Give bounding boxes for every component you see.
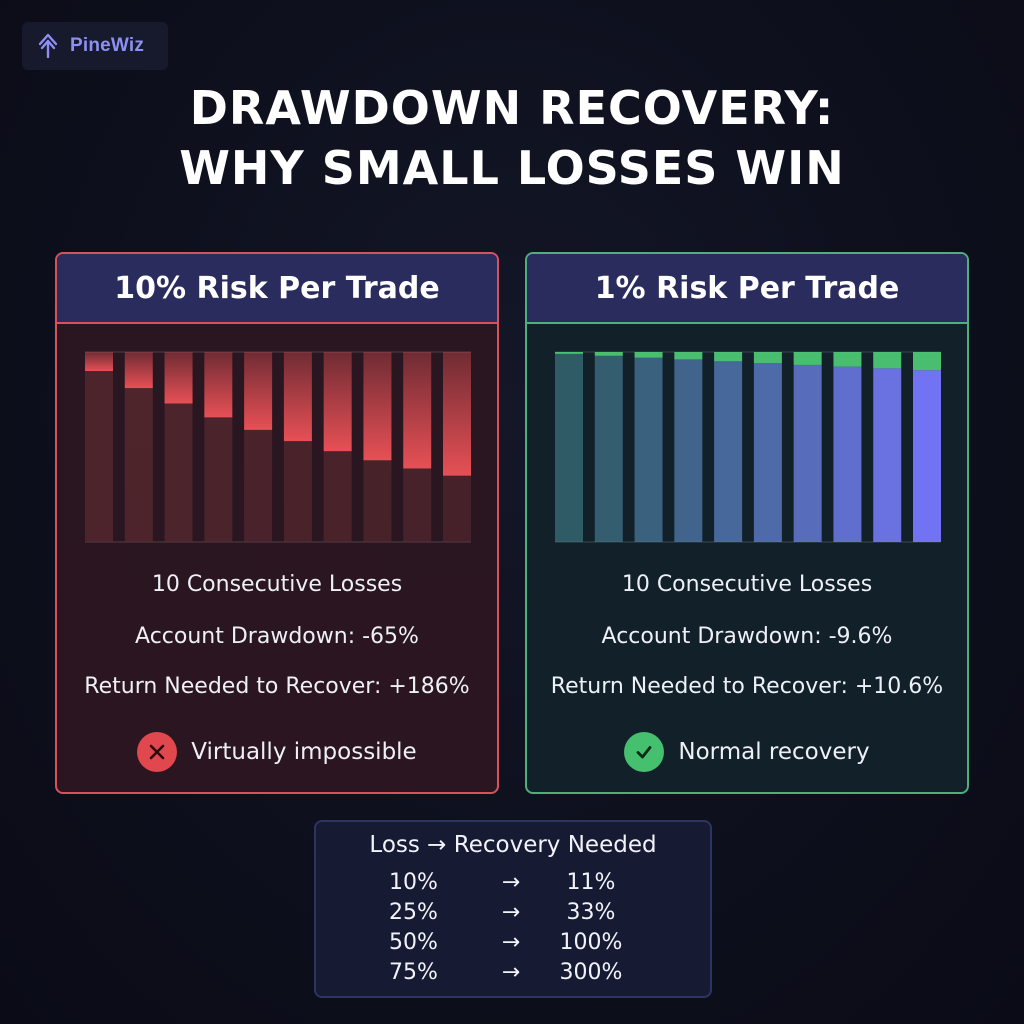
- equity-bar: [555, 353, 583, 542]
- drawdown-chart-low-risk: [555, 351, 941, 543]
- loss-segment: [124, 352, 153, 389]
- equity-bar: [363, 460, 392, 542]
- panel-low-risk: 1% Risk Per Trade 10 Consecutive Losses …: [525, 252, 969, 794]
- recovery-table: Loss → Recovery Needed 10% → 11% 25% → 3…: [314, 820, 712, 998]
- arrow-up-icon: [38, 33, 58, 59]
- loss-segment: [913, 352, 941, 371]
- title-line-2: WHY SMALL LOSSES WIN: [179, 141, 845, 195]
- losses-text: 10 Consecutive Losses: [621, 572, 873, 597]
- loss-segment: [323, 352, 352, 452]
- recover-text: Return Needed to Recover: +10.6%: [550, 674, 944, 699]
- drawdown-chart-high-risk: [85, 351, 471, 543]
- equity-bar: [204, 417, 233, 542]
- equity-bar: [674, 359, 703, 542]
- verdict-label: Virtually impossible: [191, 739, 417, 765]
- recovery-cell: 300%: [559, 960, 623, 985]
- loss-cell: 10%: [389, 870, 438, 895]
- table-row: 75% → 300%: [316, 960, 710, 990]
- page-title: DRAWDOWN RECOVERY: WHY SMALL LOSSES WIN: [0, 78, 1024, 198]
- brand-badge: PineWiz: [22, 22, 168, 70]
- panel-high-risk: 10% Risk Per Trade 10 Consecutive Losses…: [55, 252, 499, 794]
- equity-bar: [594, 355, 623, 542]
- losses-text: 10 Consecutive Losses: [151, 572, 403, 597]
- loss-segment: [204, 352, 233, 418]
- loss-segment: [594, 352, 623, 356]
- loss-cell: 50%: [389, 930, 438, 955]
- arrow-cell: →: [501, 930, 521, 955]
- brand-name: PineWiz: [70, 35, 145, 56]
- verdict: Virtually impossible: [57, 732, 497, 772]
- drawdown-text: Account Drawdown: -65%: [135, 624, 419, 649]
- verdict: Normal recovery: [527, 732, 967, 772]
- panel-header: 10% Risk Per Trade: [57, 254, 497, 324]
- loss-segment: [363, 352, 392, 461]
- equity-bar: [443, 475, 471, 542]
- equity-bar: [634, 357, 663, 542]
- verdict-label: Normal recovery: [678, 739, 870, 765]
- loss-segment: [555, 352, 583, 354]
- loss-segment: [674, 352, 703, 360]
- arrow-cell: →: [501, 960, 521, 985]
- loss-segment: [244, 352, 273, 430]
- panel-header: 1% Risk Per Trade: [527, 254, 967, 324]
- loss-segment: [714, 352, 743, 362]
- loss-segment: [85, 352, 113, 371]
- check-icon: [624, 732, 665, 772]
- recovery-cell: 33%: [566, 900, 616, 925]
- equity-bar: [244, 429, 273, 542]
- loss-segment: [873, 352, 902, 369]
- table-row: 10% → 11%: [316, 870, 710, 900]
- table-row: 50% → 100%: [316, 930, 710, 960]
- table-header: Loss → Recovery Needed: [369, 832, 657, 858]
- equity-bar: [164, 403, 193, 542]
- equity-bar: [124, 388, 153, 542]
- recovery-cell: 100%: [559, 930, 623, 955]
- equity-bar: [753, 363, 782, 542]
- recovery-cell: 11%: [566, 870, 616, 895]
- equity-bar: [714, 361, 743, 542]
- x-icon: [137, 732, 178, 772]
- equity-bar: [793, 364, 822, 542]
- loss-segment: [283, 352, 312, 442]
- recover-text: Return Needed to Recover: +186%: [84, 674, 470, 699]
- loss-segment: [833, 352, 862, 367]
- loss-segment: [443, 352, 471, 476]
- arrow-cell: →: [501, 900, 521, 925]
- loss-segment: [793, 352, 822, 365]
- equity-bar: [323, 451, 352, 542]
- loss-segment: [403, 352, 432, 469]
- equity-bar: [833, 366, 862, 542]
- title-line-1: DRAWDOWN RECOVERY:: [189, 81, 835, 135]
- loss-segment: [634, 352, 663, 358]
- equity-bar: [85, 371, 113, 542]
- loss-segment: [164, 352, 193, 404]
- drawdown-text: Account Drawdown: -9.6%: [601, 624, 893, 649]
- loss-cell: 75%: [389, 960, 438, 985]
- equity-bar: [873, 368, 902, 542]
- equity-bar: [403, 468, 432, 542]
- table-row: 25% → 33%: [316, 900, 710, 930]
- equity-bar: [913, 370, 941, 542]
- arrow-cell: →: [501, 870, 521, 895]
- loss-segment: [753, 352, 782, 364]
- equity-bar: [283, 441, 312, 542]
- loss-cell: 25%: [389, 900, 438, 925]
